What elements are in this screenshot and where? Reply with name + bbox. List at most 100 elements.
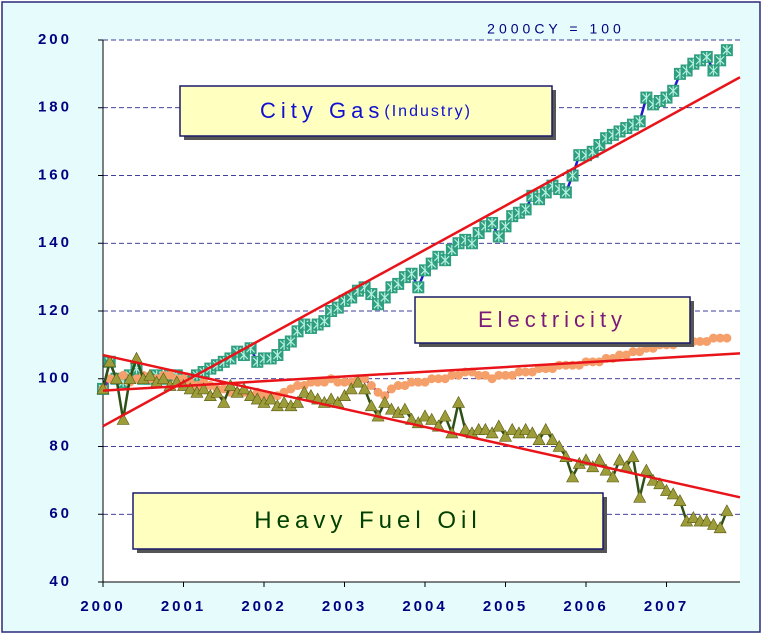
series-name: Electricity (478, 307, 627, 332)
marker (386, 384, 396, 394)
marker (123, 372, 137, 385)
marker-cross (407, 268, 417, 279)
marker (722, 333, 732, 343)
marker-cross (715, 55, 725, 66)
marker (706, 517, 720, 530)
marker-cross (487, 217, 497, 228)
marker (700, 50, 713, 63)
x-tick-label: 2005 (483, 598, 528, 615)
marker (547, 364, 557, 374)
marker-cross (494, 231, 504, 242)
marker (250, 392, 264, 405)
y-tick-label: 180 (38, 99, 72, 116)
marker (366, 381, 376, 391)
marker (380, 391, 390, 401)
y-tick-label: 100 (38, 370, 72, 387)
marker (333, 377, 343, 387)
marker (708, 333, 718, 343)
marker (219, 384, 229, 394)
marker (714, 54, 727, 67)
marker (358, 382, 372, 395)
y-tick-label: 200 (38, 31, 72, 48)
note: 2000CY = 100 (487, 21, 625, 37)
marker (244, 389, 258, 401)
marker (337, 389, 352, 401)
marker (306, 377, 316, 387)
marker (666, 487, 680, 500)
marker (487, 374, 497, 384)
marker-cross (521, 204, 531, 215)
marker-cross (722, 45, 732, 56)
marker (183, 382, 197, 395)
marker (653, 477, 667, 490)
y-tick-label: 160 (38, 166, 72, 183)
marker (398, 402, 412, 415)
marker (492, 230, 505, 243)
marker (400, 381, 410, 391)
x-tick-label: 2004 (402, 598, 447, 615)
trend-line (102, 352, 741, 392)
marker (344, 382, 358, 395)
marker (480, 370, 490, 380)
x-tick-label: 2006 (563, 598, 608, 615)
marker (559, 186, 572, 199)
marker (433, 374, 443, 384)
marker (118, 370, 128, 380)
y-tick-label: 80 (49, 437, 72, 454)
marker (299, 381, 309, 391)
marker (519, 203, 532, 216)
marker (293, 381, 303, 391)
marker-cross (668, 85, 678, 96)
marker (720, 504, 734, 517)
marker (552, 439, 566, 452)
marker (514, 367, 524, 377)
y-tick-label: 140 (38, 234, 72, 251)
marker (143, 368, 157, 381)
marker (413, 377, 423, 387)
y-tick-label: 40 (49, 573, 72, 590)
marker (452, 395, 466, 408)
marker (378, 395, 392, 408)
marker (505, 422, 519, 435)
marker-cross (635, 116, 645, 127)
marker-cross (440, 255, 450, 266)
marker (384, 402, 398, 415)
marker (420, 377, 430, 387)
marker (633, 490, 647, 503)
marker (438, 409, 452, 422)
marker (525, 426, 539, 439)
marker (351, 375, 365, 388)
series-name-suffix: (Industry) (384, 103, 472, 120)
marker (454, 370, 464, 380)
marker (458, 422, 472, 435)
marker (210, 385, 224, 398)
marker (519, 422, 533, 435)
label-box (179, 85, 553, 137)
marker (271, 349, 284, 362)
marker (277, 395, 291, 408)
marker-cross (413, 282, 423, 293)
series-label: Heavy Fuel Oil (254, 507, 481, 534)
marker (440, 374, 450, 384)
marker (720, 44, 733, 57)
marker (485, 426, 499, 439)
marker (418, 409, 432, 422)
marker (599, 463, 613, 476)
trend-line (102, 353, 741, 499)
marker-cross (380, 292, 390, 303)
marker-cross (272, 350, 282, 361)
marker (427, 374, 437, 384)
marker (264, 392, 278, 405)
marker (109, 372, 123, 385)
marker (626, 450, 640, 462)
marker (532, 433, 546, 446)
marker (291, 395, 305, 408)
marker (628, 347, 638, 357)
x-tick-label: 2001 (161, 598, 206, 615)
marker (566, 169, 579, 182)
marker (713, 521, 727, 534)
marker (613, 453, 627, 466)
marker (165, 370, 175, 380)
marker (499, 220, 512, 233)
